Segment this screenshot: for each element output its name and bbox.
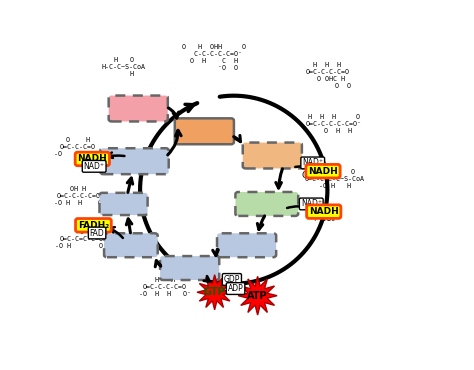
Polygon shape (197, 275, 232, 310)
FancyBboxPatch shape (100, 193, 147, 215)
Text: GDP: GDP (224, 275, 240, 284)
FancyBboxPatch shape (109, 95, 168, 121)
FancyBboxPatch shape (160, 256, 219, 280)
FancyBboxPatch shape (104, 233, 158, 257)
FancyBboxPatch shape (217, 233, 276, 257)
Text: CO₂: CO₂ (301, 171, 317, 180)
FancyBboxPatch shape (243, 142, 302, 168)
Text: H   O
H-C-C~S-CoA
    H: H O H-C-C~S-CoA H (101, 57, 146, 77)
Text: NADH: NADH (309, 207, 338, 216)
Text: O
O=C-C=C-C=O
-O H       O⁻: O O=C-C=C-C=O -O H O⁻ (55, 229, 107, 249)
FancyBboxPatch shape (236, 192, 298, 216)
Text: NADH: NADH (308, 166, 338, 176)
Polygon shape (238, 276, 277, 315)
Text: NAD⁺: NAD⁺ (301, 199, 322, 208)
Text: NADH: NADH (77, 154, 107, 164)
Text: FAD: FAD (90, 229, 104, 238)
Text: H   H
O=C-C-C-C=O
-O  H  H   O⁻: H H O=C-C-C-C=O -O H H O⁻ (139, 276, 191, 297)
Text: + CO₂: + CO₂ (311, 214, 335, 223)
Text: H  H  H
O=C-C-C-C=O
  O OHC H
        O  O: H H H O=C-C-C-C=O O OHC H O O (303, 62, 351, 89)
Text: NAD⁺: NAD⁺ (83, 162, 105, 171)
FancyBboxPatch shape (100, 148, 169, 174)
Text: FADH₂: FADH₂ (78, 221, 109, 230)
Text: O    H
O=C-C-C=O
-O    H   O⁻: O H O=C-C-C=O -O H O⁻ (54, 137, 101, 157)
Text: ATP: ATP (247, 291, 268, 301)
Text: OH H
O=C-C-C-C=O
-O H  H    O: OH H O=C-C-C-C=O -O H H O (55, 186, 102, 206)
Text: GTP: GTP (204, 287, 226, 297)
Text: O   H  OHH     O
  C-C-C-C-C=O⁻
O  H    C  H
       ⁻O  O: O H OHH O C-C-C-C-C=O⁻ O H C H ⁻O O (182, 44, 246, 71)
Text: H  H  H     O
O=C-C-C-C-C=O⁻
  O  H  H: H H H O O=C-C-C-C-C=O⁻ O H H (306, 114, 362, 134)
Text: H  H     O
O=C-C-C-C~S-CoA
-O H   H: H H O O=C-C-C-C~S-CoA -O H H (305, 169, 365, 189)
FancyBboxPatch shape (175, 118, 234, 144)
Text: ADP: ADP (228, 284, 244, 293)
Text: NAD⁺: NAD⁺ (302, 158, 323, 167)
